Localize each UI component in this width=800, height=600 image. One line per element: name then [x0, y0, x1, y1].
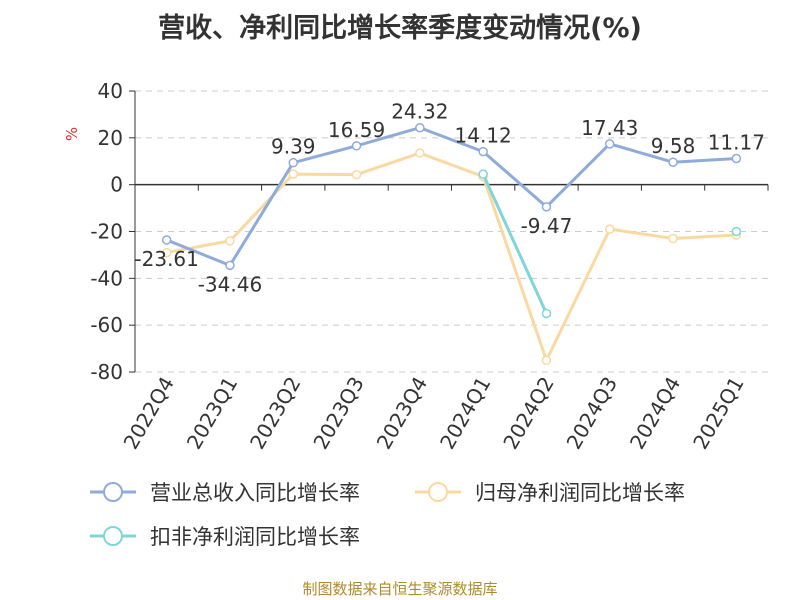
legend-item-2: 归母净利润同比增长率: [415, 481, 685, 505]
data-label: 9.58: [651, 134, 696, 158]
legend-marker: [428, 482, 448, 502]
data-point: [225, 236, 235, 246]
data-label: -34.46: [198, 272, 262, 296]
y-tick-label: 40: [98, 79, 123, 103]
x-tick-label: 2025Q1: [688, 373, 748, 454]
y-tick-label: -40: [90, 266, 123, 290]
chart-title: 营收、净利同比增长率季度变动情况(%): [158, 13, 642, 44]
x-tick-label: 2023Q2: [245, 373, 305, 454]
data-point: [541, 355, 552, 366]
series-1: [161, 122, 742, 271]
data-point: [541, 202, 552, 212]
series-lines: [161, 122, 742, 366]
x-tick-label: 2022Q4: [119, 373, 179, 454]
data-point: [415, 122, 425, 133]
y-tick-label: -80: [90, 360, 123, 384]
legend-label: 营业总收入同比增长率: [150, 481, 360, 505]
series-line: [166, 126, 737, 267]
data-label: -23.61: [134, 247, 198, 271]
data-point: [731, 153, 742, 164]
y-tick-label: 0: [110, 173, 123, 197]
data-point: [415, 148, 425, 158]
y-tick-label: -20: [90, 220, 123, 244]
legend-marker: [103, 526, 123, 546]
data-label: 11.17: [708, 131, 765, 155]
data-label: 16.59: [328, 118, 385, 142]
data-point: [478, 146, 488, 157]
data-point: [541, 308, 552, 319]
series-line: [166, 151, 737, 362]
x-tick-label: 2023Q3: [308, 373, 368, 454]
data-label: -9.47: [521, 214, 573, 238]
x-tick-label: 2023Q1: [182, 373, 242, 454]
x-tick-label: 2024Q2: [498, 373, 558, 454]
y-tick-label: 20: [98, 126, 123, 150]
grid-lines: [135, 90, 768, 373]
data-point: [351, 141, 362, 151]
y-axis-unit-label: %: [63, 127, 81, 141]
data-point: [225, 260, 235, 271]
data-point: [161, 247, 172, 258]
data-point: [731, 226, 742, 237]
data-label: 24.32: [391, 100, 448, 124]
data-point: [288, 157, 298, 168]
data-label: 9.39: [271, 135, 316, 159]
legend-item-3: 扣非净利润同比增长率: [90, 525, 360, 549]
data-point: [478, 169, 488, 179]
data-point: [668, 157, 678, 167]
data-label: 17.43: [581, 116, 638, 140]
data-point: [605, 139, 615, 149]
data-point: [605, 224, 615, 234]
x-tick-label: 2024Q1: [435, 373, 495, 454]
legend-marker: [103, 482, 123, 502]
data-point: [161, 235, 172, 245]
data-point: [288, 169, 298, 179]
x-tick-label: 2024Q3: [562, 373, 622, 454]
series-line: [481, 173, 548, 315]
data-point: [351, 169, 362, 180]
x-tick-label: 2023Q4: [372, 373, 432, 454]
legend-label: 扣非净利润同比增长率: [150, 525, 360, 549]
legend-item-1: 营业总收入同比增长率: [90, 481, 360, 505]
series-2: [161, 148, 742, 366]
y-tick-label: -60: [90, 313, 123, 337]
series-3: [478, 169, 742, 319]
legend-label: 归母净利润同比增长率: [475, 481, 685, 505]
source-note: 制图数据来自恒生聚源数据库: [302, 580, 498, 598]
data-label: 14.12: [455, 124, 512, 148]
x-tick-label: 2024Q4: [625, 373, 685, 454]
data-point: [668, 233, 678, 244]
